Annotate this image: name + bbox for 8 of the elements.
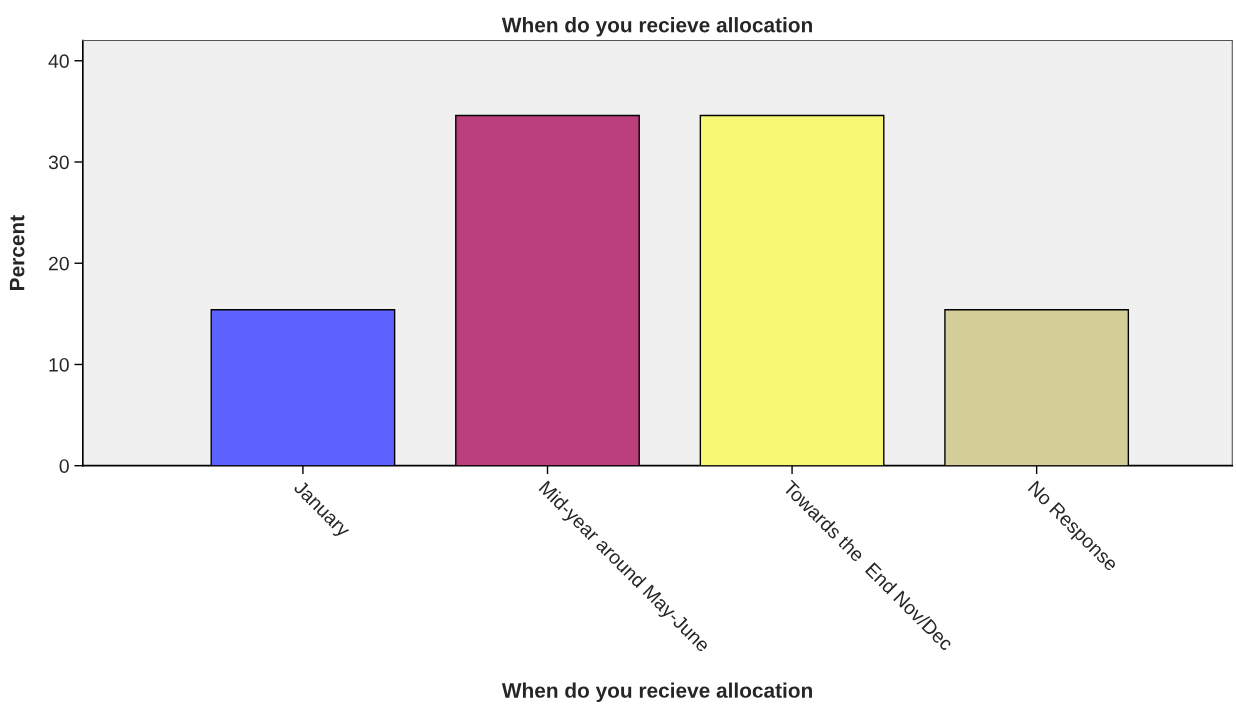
y-tick-label: 0 [59, 459, 69, 473]
y-tick-label: 40 [48, 54, 69, 69]
y-tick-label: 30 [48, 155, 69, 170]
y-tick-label: 10 [49, 357, 69, 372]
x-axis-title: When do you recieve allocation [501, 682, 812, 702]
y-tick-label: 20 [48, 256, 69, 271]
chart-title: When do you recieve allocation [501, 17, 812, 37]
y-axis-title: Percent [9, 215, 25, 290]
